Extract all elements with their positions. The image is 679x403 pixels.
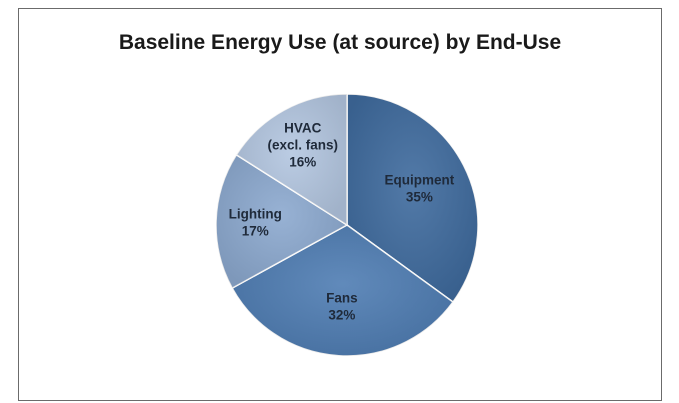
slice-label-line: Fans (326, 291, 358, 306)
slice-label-line: Lighting (229, 207, 282, 222)
slice-label-line: HVAC (284, 121, 322, 136)
slice-label-line: Equipment (385, 173, 455, 188)
slice-label-equipment: Equipment 35% (385, 173, 455, 205)
slice-label-fans: Fans 32% (326, 291, 358, 323)
slice-label-line: (excl. fans) (268, 138, 339, 153)
pie-slice-shading (215, 154, 347, 289)
slice-label-line: 32% (328, 308, 355, 323)
slice-label-line: 35% (406, 190, 433, 205)
pie-slice-shading (236, 94, 347, 225)
chart-title: Baseline Energy Use (at source) by End-U… (118, 31, 562, 54)
pie-slice-shading (232, 225, 453, 357)
slice-label-line: 16% (289, 155, 316, 170)
pie-slice-shading (347, 94, 478, 302)
slice-label-line: 17% (242, 224, 269, 239)
slice-label-lighting: Lighting 17% (229, 207, 282, 239)
slice-label-hvac: HVAC (excl. fans) 16% (268, 121, 339, 170)
